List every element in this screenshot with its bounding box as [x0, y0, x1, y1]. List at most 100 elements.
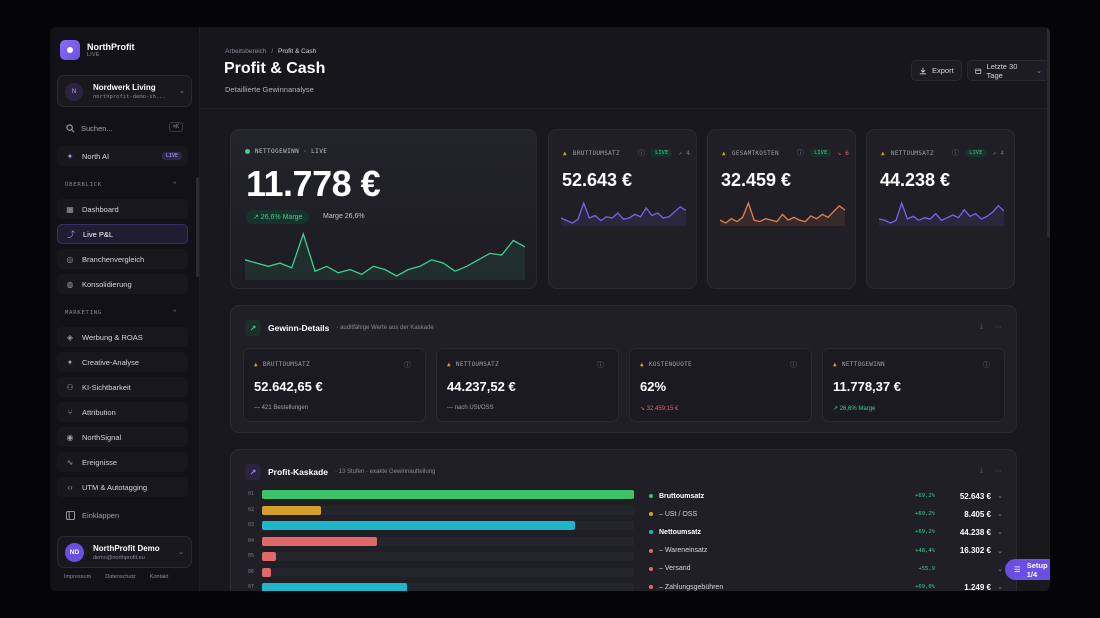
datenschutz-link[interactable]: Datenschutz	[105, 574, 136, 580]
shop-icon: ▲	[254, 361, 258, 368]
expand-icon[interactable]: ⌄	[997, 493, 1003, 500]
info-icon[interactable]: ⓘ	[796, 149, 805, 157]
download-icon	[919, 67, 927, 74]
cascade-bar-row[interactable]: 04	[248, 536, 634, 546]
legend-pct: +48,4%	[915, 547, 935, 554]
cascade-bar	[262, 505, 322, 515]
megaphone-icon: ◈	[66, 332, 74, 342]
sidebar-item-ereignisse[interactable]: ∿ Ereignisse	[57, 452, 188, 472]
user-menu[interactable]: ND NorthProfit Demo demo@northprofit.eu …	[57, 536, 192, 568]
panel-tools: ⤓ ⋯	[980, 323, 1002, 331]
north-ai-button[interactable]: ✦ North AI LIVE	[57, 146, 188, 166]
detail-card-nettoumsatz[interactable]: ▲ NETTOUMSATZ ⓘ 44.237,52 € — nach USt/OSS	[436, 348, 619, 422]
legend-pct: +69,2%	[915, 529, 935, 536]
info-icon[interactable]: ⓘ	[597, 362, 604, 369]
cascade-legend-row[interactable]: – Wareneinsatz +48,4% 16.302 € ⌄	[649, 544, 1005, 558]
page-subtitle: Detaillierte Gewinnanalyse	[225, 85, 314, 94]
sidebar-item-dashboard[interactable]: ▦ Dashboard	[57, 199, 188, 219]
live-badge: LIVE	[161, 152, 182, 160]
kpi-sparkline	[720, 201, 845, 226]
sidebar-item-creative-analyse[interactable]: ✦ Creative-Analyse	[57, 352, 188, 372]
sidebar-scrollbar[interactable]	[196, 177, 199, 277]
kpi-card-nettoumsatz[interactable]: ▲ NETTOUMSATZ ⓘ LIVE ↗ 4 44.238 €	[866, 129, 1015, 289]
section-marketing[interactable]: MARKETING ⌃	[65, 309, 177, 316]
info-icon[interactable]: ⓘ	[637, 149, 646, 157]
download-icon[interactable]: ⤓	[979, 467, 983, 474]
section-overview[interactable]: ÜBERBLICK ⌃	[65, 181, 177, 188]
cascade-legend-row[interactable]: – Zahlungsgebühren +69,0% 1.249 € ⌄	[649, 580, 1005, 591]
breadcrumb-root[interactable]: Arbeitsbereich	[225, 48, 267, 55]
search-input[interactable]: Suchen... ⌘K	[66, 122, 183, 134]
detail-value: 11.778,37 €	[833, 379, 901, 394]
info-icon[interactable]: ⓘ	[983, 362, 990, 369]
detail-header: ▲ KOSTENQUOTE	[640, 361, 692, 368]
expand-icon[interactable]: ⌄	[997, 529, 1003, 537]
detail-note: ↘ 32.459,15 €	[640, 406, 679, 412]
cascade-legend-row[interactable]: Bruttoumsatz +69,2% 52.643 € ⌄	[649, 489, 1005, 503]
sidebar: NorthProfit LIVE N Nordwerk Living north…	[50, 27, 200, 591]
detail-label: KOSTENQUOTE	[648, 361, 692, 368]
cascade-bar-row[interactable]: 03	[248, 520, 634, 530]
expand-icon[interactable]: ⌄	[997, 565, 1003, 573]
expand-icon[interactable]: ⌄	[997, 584, 1003, 591]
brand-sub: LIVE	[87, 52, 100, 58]
setup-progress-button[interactable]: ☰ Setup 1/4 1	[1005, 559, 1050, 580]
cascade-bar-row[interactable]: 05	[248, 551, 634, 561]
detail-card-bruttoumsatz[interactable]: ▲ BRUTTOUMSATZ ⓘ 52.642,65 € — 421 Bestellun…	[243, 348, 426, 422]
detail-card-nettogewinn[interactable]: ▲ NETTOGEWINN ⓘ 11.778,37 € ↗ 26,6% Marge	[822, 348, 1005, 422]
main-scrollbar[interactable]	[1047, 27, 1050, 237]
cascade-legend-row[interactable]: – USt / OSS +69,2% 8.405 € ⌄	[649, 507, 1005, 521]
sidebar-item-utm-autotagging[interactable]: ‹› UTM & Autotagging	[57, 477, 188, 497]
download-icon[interactable]: ⤓	[979, 323, 983, 330]
sidebar-item-branchenvergleich[interactable]: ◎ Branchenvergleich	[57, 249, 188, 269]
impressum-link[interactable]: Impressum	[64, 574, 92, 580]
info-icon[interactable]: ⓘ	[790, 362, 797, 369]
cascade-bar-row[interactable]: 06	[248, 567, 634, 577]
expand-icon[interactable]: ⌄	[997, 511, 1003, 519]
sidebar-item-northsignal[interactable]: ◉ NorthSignal	[57, 427, 188, 447]
kontakt-link[interactable]: Kontakt	[149, 574, 169, 580]
cascade-legend-row[interactable]: – Versand +55,9 ⌄	[649, 562, 1005, 576]
bar-track	[262, 567, 634, 577]
sidebar-item-live-p-l[interactable]: ⤴ Live P&L	[57, 224, 188, 244]
sparkline-line	[245, 231, 525, 277]
more-icon[interactable]: ⋯	[995, 468, 1002, 475]
kpi-card-gesamtkosten[interactable]: ▲ GESAMTKOSTEN ⓘ LIVE ↘ 6 32.459 €	[707, 129, 856, 289]
sidebar-item-ki-sichtbarkeit[interactable]: ⚇ KI-Sichtbarkeit	[57, 377, 188, 397]
profit-details-panel: ↗ Gewinn-Details · audit­fähige Werte au…	[230, 305, 1017, 433]
legend-pct: +69,0%	[915, 584, 935, 590]
shop-icon: ▲	[640, 361, 644, 368]
cascade-bar-row[interactable]: 01	[248, 489, 634, 499]
expand-icon[interactable]: ⌄	[997, 547, 1003, 555]
search-placeholder: Suchen...	[81, 123, 113, 133]
grid-icon: ▦	[66, 204, 74, 214]
cascade-bar	[262, 583, 407, 591]
cascade-legend-row[interactable]: Nettoumsatz +69,2% 44.238 € ⌄	[649, 525, 1005, 539]
detail-value: 52.642,65 €	[254, 379, 323, 394]
cascade-bar-row[interactable]: 07	[248, 582, 634, 591]
kpi-delta: ↗ 4	[992, 149, 1005, 157]
sidebar-item-konsolidierung[interactable]: ◍ Konsolidierung	[57, 274, 188, 294]
page-title: Profit & Cash	[224, 60, 326, 77]
detail-card-kostenquote[interactable]: ▲ KOSTENQUOTE ⓘ 62% ↘ 32.459,15 €	[629, 348, 812, 422]
legend-amount: 16.302 €	[959, 546, 991, 556]
kpi-card-bruttoumsatz[interactable]: ▲ BRUTTOUMSATZ ⓘ LIVE ↗ 4 52.643 €	[548, 129, 697, 289]
legend-dot-icon	[649, 512, 653, 517]
cascade-bar-row[interactable]: 02	[248, 505, 634, 515]
kpi-value: 52.643 €	[562, 170, 633, 190]
info-icon[interactable]: ⓘ	[951, 149, 960, 157]
collapse-button[interactable]: Einklappen	[66, 511, 119, 520]
brand[interactable]: NorthProfit LIVE	[60, 40, 135, 60]
sparkline-area	[561, 203, 686, 226]
legend-label: – Zahlungsgebühren	[659, 583, 724, 591]
date-range-select[interactable]: Letzte 30 Tage ⌄	[967, 60, 1050, 81]
info-icon[interactable]: ⓘ	[404, 362, 411, 369]
avatar: ND	[65, 543, 84, 562]
sidebar-item-werbung-roas[interactable]: ◈ Werbung & ROAS	[57, 327, 188, 347]
legend-dot-icon	[649, 566, 653, 571]
hero-net-profit-card[interactable]: NETTOGEWINN · LIVE 11.778 € ↗ 26,6% Marg…	[230, 129, 537, 289]
more-icon[interactable]: ⋯	[995, 324, 1002, 331]
sidebar-item-attribution[interactable]: ⑂ Attribution	[57, 402, 188, 422]
export-button[interactable]: Export	[911, 60, 962, 81]
workspace-switcher[interactable]: N Nordwerk Living northprofit-demo-sh...…	[57, 75, 192, 107]
